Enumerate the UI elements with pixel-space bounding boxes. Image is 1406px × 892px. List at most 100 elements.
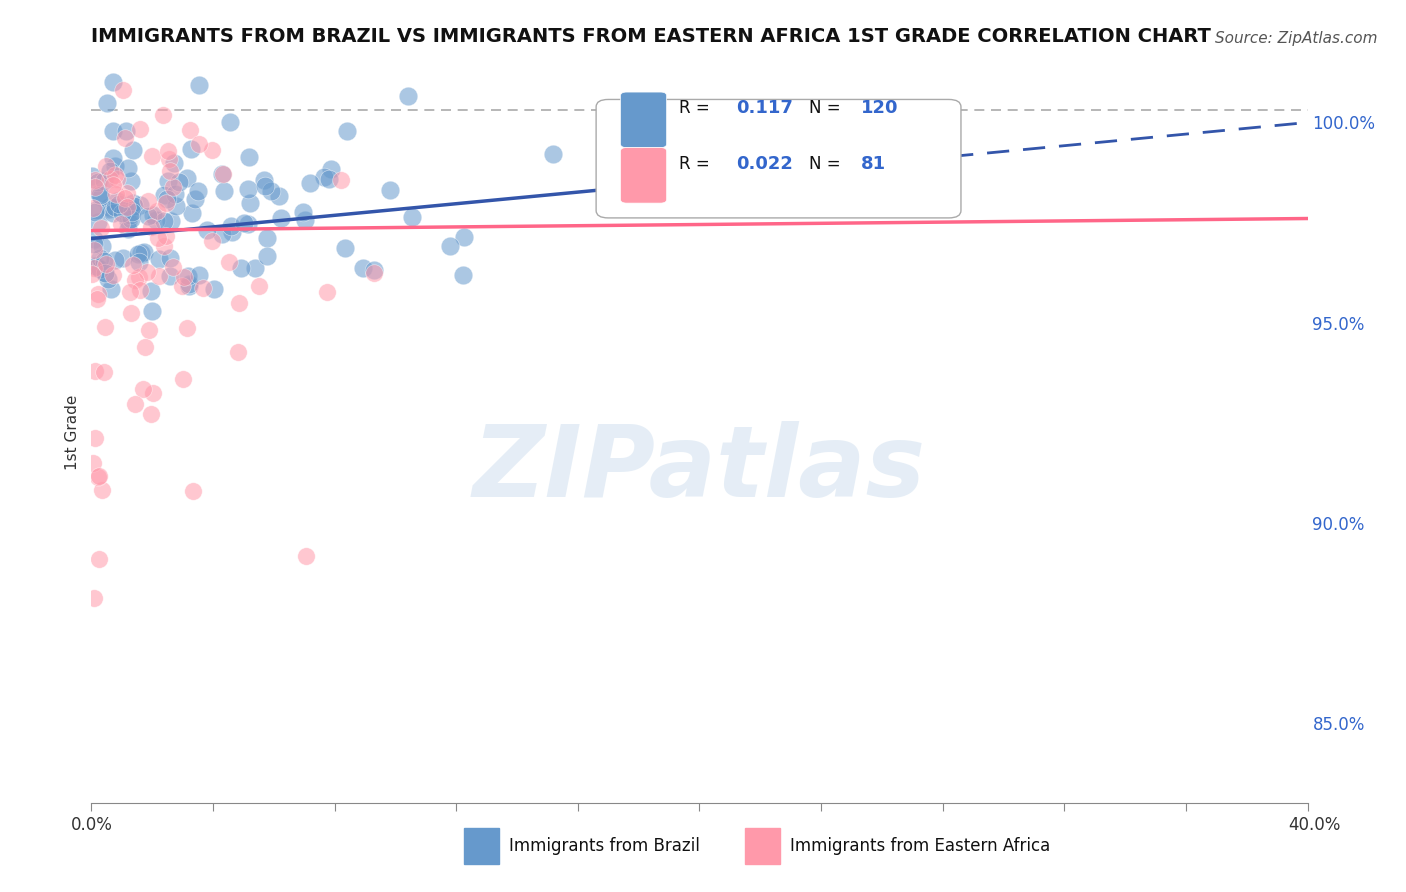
- Point: [256, 231, 278, 245]
- Point: [135, 265, 157, 279]
- Point: [218, 254, 240, 268]
- Point: [294, 212, 316, 227]
- Text: 0.022: 0.022: [735, 155, 793, 173]
- Point: [83, 205, 105, 219]
- Point: [155, 228, 177, 243]
- Y-axis label: 1st Grade: 1st Grade: [65, 395, 80, 470]
- Point: [114, 130, 136, 145]
- Point: [96, 271, 118, 285]
- Point: [122, 143, 145, 157]
- Point: [138, 323, 160, 337]
- Point: [90, 190, 112, 204]
- Point: [188, 268, 211, 283]
- Point: [145, 213, 167, 227]
- Text: N =: N =: [808, 155, 841, 173]
- Point: [238, 182, 260, 196]
- Point: [401, 210, 423, 224]
- Point: [84, 260, 107, 274]
- Point: [122, 199, 145, 213]
- Point: [163, 187, 186, 202]
- Point: [89, 188, 111, 202]
- Point: [221, 225, 243, 239]
- Point: [211, 168, 233, 182]
- Point: [129, 283, 152, 297]
- Point: [84, 431, 107, 445]
- Point: [132, 244, 155, 259]
- Point: [118, 285, 141, 299]
- Point: [363, 267, 385, 281]
- Point: [155, 195, 177, 210]
- Point: [120, 212, 142, 227]
- Point: [115, 123, 138, 137]
- Point: [179, 277, 201, 291]
- Point: [453, 229, 475, 244]
- Point: [103, 75, 125, 89]
- Point: [159, 164, 181, 178]
- Point: [165, 199, 187, 213]
- Point: [270, 211, 292, 225]
- Point: [104, 169, 127, 183]
- Point: [315, 285, 337, 300]
- Point: [98, 200, 121, 214]
- Point: [101, 151, 124, 165]
- Point: [86, 292, 108, 306]
- Point: [294, 549, 316, 563]
- Point: [180, 142, 202, 156]
- Point: [352, 261, 374, 276]
- Point: [89, 468, 111, 483]
- Point: [87, 215, 110, 229]
- Point: [173, 269, 195, 284]
- Point: [122, 196, 145, 211]
- Point: [239, 196, 262, 211]
- Point: [124, 396, 146, 410]
- Point: [181, 484, 204, 499]
- Point: [105, 171, 128, 186]
- Point: [105, 194, 128, 209]
- Point: [157, 174, 180, 188]
- Point: [319, 162, 342, 177]
- Point: [86, 259, 108, 273]
- Point: [129, 198, 152, 212]
- Point: [148, 268, 170, 283]
- Point: [439, 239, 461, 253]
- Point: [91, 239, 114, 253]
- Point: [188, 78, 211, 92]
- Point: [298, 177, 321, 191]
- Point: [120, 306, 142, 320]
- Point: [187, 184, 209, 198]
- Point: [98, 202, 121, 216]
- Point: [124, 273, 146, 287]
- Point: [101, 123, 124, 137]
- Point: [202, 282, 225, 296]
- Point: [162, 179, 184, 194]
- Point: [167, 176, 190, 190]
- Point: [177, 279, 200, 293]
- Point: [191, 280, 214, 294]
- Point: [256, 249, 278, 263]
- Bar: [464, 828, 499, 863]
- Point: [82, 267, 104, 281]
- Point: [93, 173, 115, 187]
- Text: 0.0%: 0.0%: [70, 816, 112, 834]
- Point: [129, 122, 152, 136]
- Point: [541, 147, 564, 161]
- Text: ZIPatlas: ZIPatlas: [472, 421, 927, 518]
- Point: [363, 263, 385, 277]
- Point: [86, 470, 108, 484]
- Point: [83, 236, 105, 251]
- Point: [214, 184, 236, 198]
- Point: [136, 209, 159, 223]
- Point: [152, 108, 174, 122]
- Point: [142, 208, 165, 222]
- Text: Immigrants from Brazil: Immigrants from Brazil: [509, 838, 700, 855]
- Point: [318, 172, 340, 186]
- Point: [118, 201, 141, 215]
- Point: [87, 286, 110, 301]
- Point: [139, 285, 162, 299]
- Point: [153, 214, 176, 228]
- Point: [451, 268, 474, 283]
- Point: [83, 591, 105, 605]
- Point: [260, 184, 283, 198]
- Point: [127, 246, 149, 260]
- Point: [101, 178, 124, 192]
